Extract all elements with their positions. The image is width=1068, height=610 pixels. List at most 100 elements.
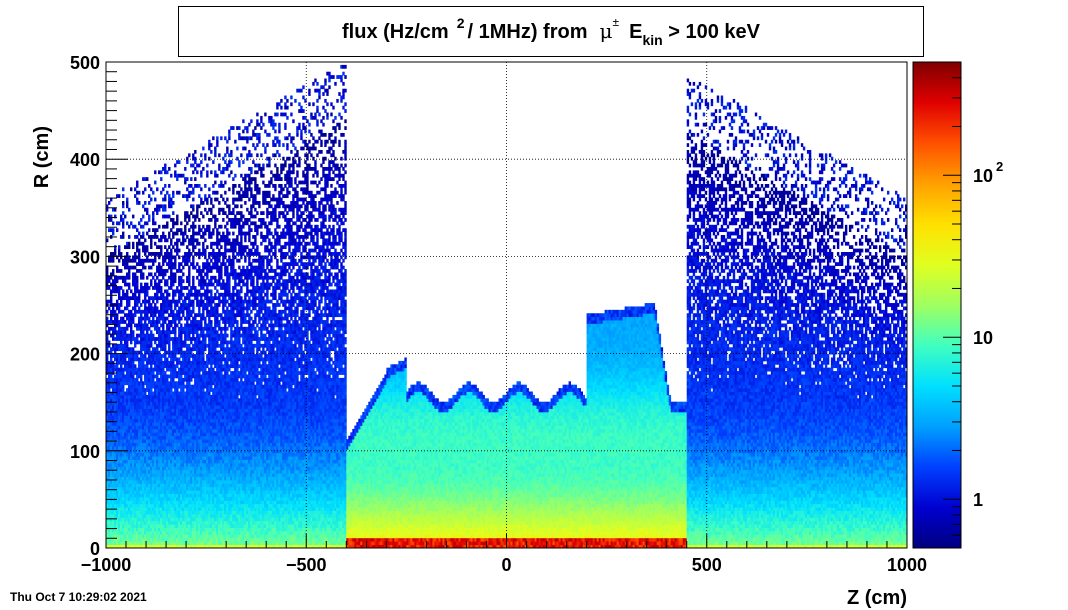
heatmap-cell (136, 181, 138, 185)
heatmap-cell (134, 364, 136, 368)
heatmap-cell (188, 357, 190, 361)
heatmap-cell (108, 306, 110, 310)
heatmap-cell (148, 201, 150, 205)
heatmap-cell (180, 317, 182, 321)
heatmap-cell (172, 235, 174, 239)
heatmap-cell (210, 218, 212, 222)
heatmap-cell (204, 337, 206, 341)
heatmap-cell (138, 252, 140, 256)
heatmap-cell (222, 279, 224, 283)
heatmap-cell (216, 198, 218, 202)
heatmap-cell (180, 228, 182, 232)
heatmap-cell (172, 225, 174, 229)
heatmap-cell (184, 228, 186, 232)
heatmap-cell (176, 323, 178, 327)
heatmap-cell (122, 187, 124, 191)
heatmap-cell (196, 276, 198, 280)
heatmap-cell (172, 378, 174, 382)
heatmap-cell (134, 344, 136, 348)
heatmap-cell (196, 211, 198, 215)
heatmap-cell (192, 204, 194, 208)
heatmap-cell (168, 344, 170, 348)
heatmap-cell (210, 293, 212, 297)
heatmap-cell (140, 313, 142, 317)
heatmap-cell (202, 225, 204, 229)
heatmap-cell (164, 167, 166, 171)
heatmap-cell (148, 215, 150, 219)
heatmap-cell (142, 262, 144, 266)
heatmap-cell (110, 357, 112, 361)
heatmap-cell (202, 354, 204, 358)
heatmap-cell (122, 218, 124, 222)
heatmap-cell (194, 150, 196, 154)
heatmap-cell (134, 259, 136, 263)
heatmap-cell (176, 252, 178, 256)
heatmap-cell (126, 198, 128, 202)
heatmap-cell (152, 300, 154, 304)
heatmap-cell (174, 262, 176, 266)
heatmap-cell (124, 215, 126, 219)
heatmap-cell (206, 170, 208, 174)
heatmap-cell (146, 289, 148, 293)
heatmap-cell (160, 170, 162, 174)
heatmap-cell (170, 286, 172, 290)
heatmap-cell (188, 306, 190, 310)
heatmap-cell (196, 215, 198, 219)
heatmap-cell (116, 279, 118, 283)
heatmap-cell (160, 279, 162, 283)
heatmap-cell (154, 232, 156, 236)
heatmap-cell (150, 198, 152, 202)
heatmap-cell (108, 279, 110, 283)
heatmap-cell (112, 221, 114, 225)
heatmap-cell (182, 293, 184, 297)
heatmap-cell (170, 204, 172, 208)
heatmap-cell (166, 357, 168, 361)
heatmap-cell (118, 323, 120, 327)
heatmap-cell (174, 330, 176, 334)
heatmap-cell (130, 187, 132, 191)
heatmap-cell (180, 296, 182, 300)
heatmap-cell (170, 238, 172, 242)
heatmap-cell (192, 153, 194, 157)
heatmap-cell (168, 194, 170, 198)
heatmap-cell (188, 249, 190, 253)
heatmap-cell (198, 232, 200, 236)
heatmap-cell (116, 364, 118, 368)
heatmap-cell (144, 303, 146, 307)
heatmap-cell (198, 337, 200, 341)
heatmap-cell (208, 225, 210, 229)
heatmap-cell (128, 303, 130, 307)
heatmap-cell (200, 187, 202, 191)
heatmap-cell (190, 340, 192, 344)
heatmap-cell (206, 306, 208, 310)
heatmap-cell (186, 286, 188, 290)
heatmap-cell (194, 218, 196, 222)
heatmap-cell (216, 306, 218, 310)
heatmap-cell (142, 204, 144, 208)
heatmap-cell (184, 340, 186, 344)
heatmap-cell (144, 266, 146, 270)
heatmap-cell (128, 242, 130, 246)
heatmap-cell (216, 340, 218, 344)
heatmap-cell (220, 194, 222, 198)
heatmap-cell (178, 266, 180, 270)
heatmap-cell (122, 371, 124, 375)
heatmap-cell (134, 187, 136, 191)
heatmap-cell (138, 221, 140, 225)
heatmap-cell (128, 225, 130, 229)
heatmap-cell (216, 228, 218, 232)
heatmap-cell (134, 313, 136, 317)
heatmap-cell (146, 232, 148, 236)
heatmap-cell (206, 364, 208, 368)
heatmap-cell (132, 375, 134, 379)
heatmap-cell (164, 204, 166, 208)
heatmap-cell (208, 194, 210, 198)
heatmap-cell (194, 286, 196, 290)
heatmap-cell (222, 354, 224, 358)
heatmap-cell (210, 303, 212, 307)
heatmap-cell (192, 198, 194, 202)
heatmap-cell (108, 388, 110, 392)
heatmap-cell (190, 211, 192, 215)
heatmap-cell (218, 249, 220, 253)
heatmap-cell (158, 283, 160, 287)
